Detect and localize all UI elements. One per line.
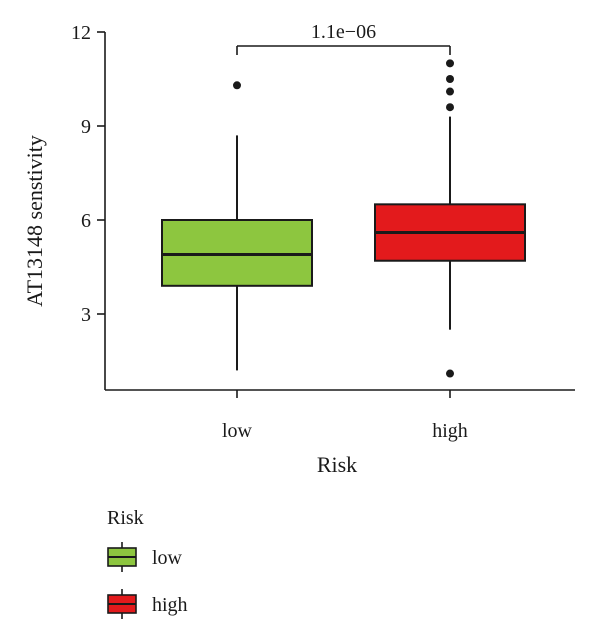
outlier-point xyxy=(446,369,454,378)
y-tick-label: 9 xyxy=(81,116,91,138)
outlier-point xyxy=(233,81,241,90)
legend-item-label: low xyxy=(152,547,183,569)
legend: Risk low high xyxy=(107,507,188,619)
x-tick-label: high xyxy=(432,420,468,442)
legend-title: Risk xyxy=(107,507,144,529)
y-axis-label: AT13148 senstivity xyxy=(22,135,47,307)
x-tick-label: low xyxy=(222,420,253,442)
outlier-point xyxy=(446,87,454,96)
outlier-point xyxy=(446,103,454,112)
y-tick-label: 12 xyxy=(71,22,91,44)
y-tick-label: 6 xyxy=(81,210,91,232)
outlier-point xyxy=(446,59,454,68)
legend-item-label: high xyxy=(152,594,188,616)
significance-annotation: 1.1e−06 xyxy=(236,21,451,55)
outlier-point xyxy=(446,75,454,83)
axes: 3 6 9 12 low high xyxy=(71,22,575,442)
p-value-label: 1.1e−06 xyxy=(311,21,376,43)
y-tick-label: 3 xyxy=(81,304,91,326)
box-low xyxy=(161,219,313,287)
x-axis-label: Risk xyxy=(317,452,357,477)
plot-area xyxy=(161,59,526,378)
